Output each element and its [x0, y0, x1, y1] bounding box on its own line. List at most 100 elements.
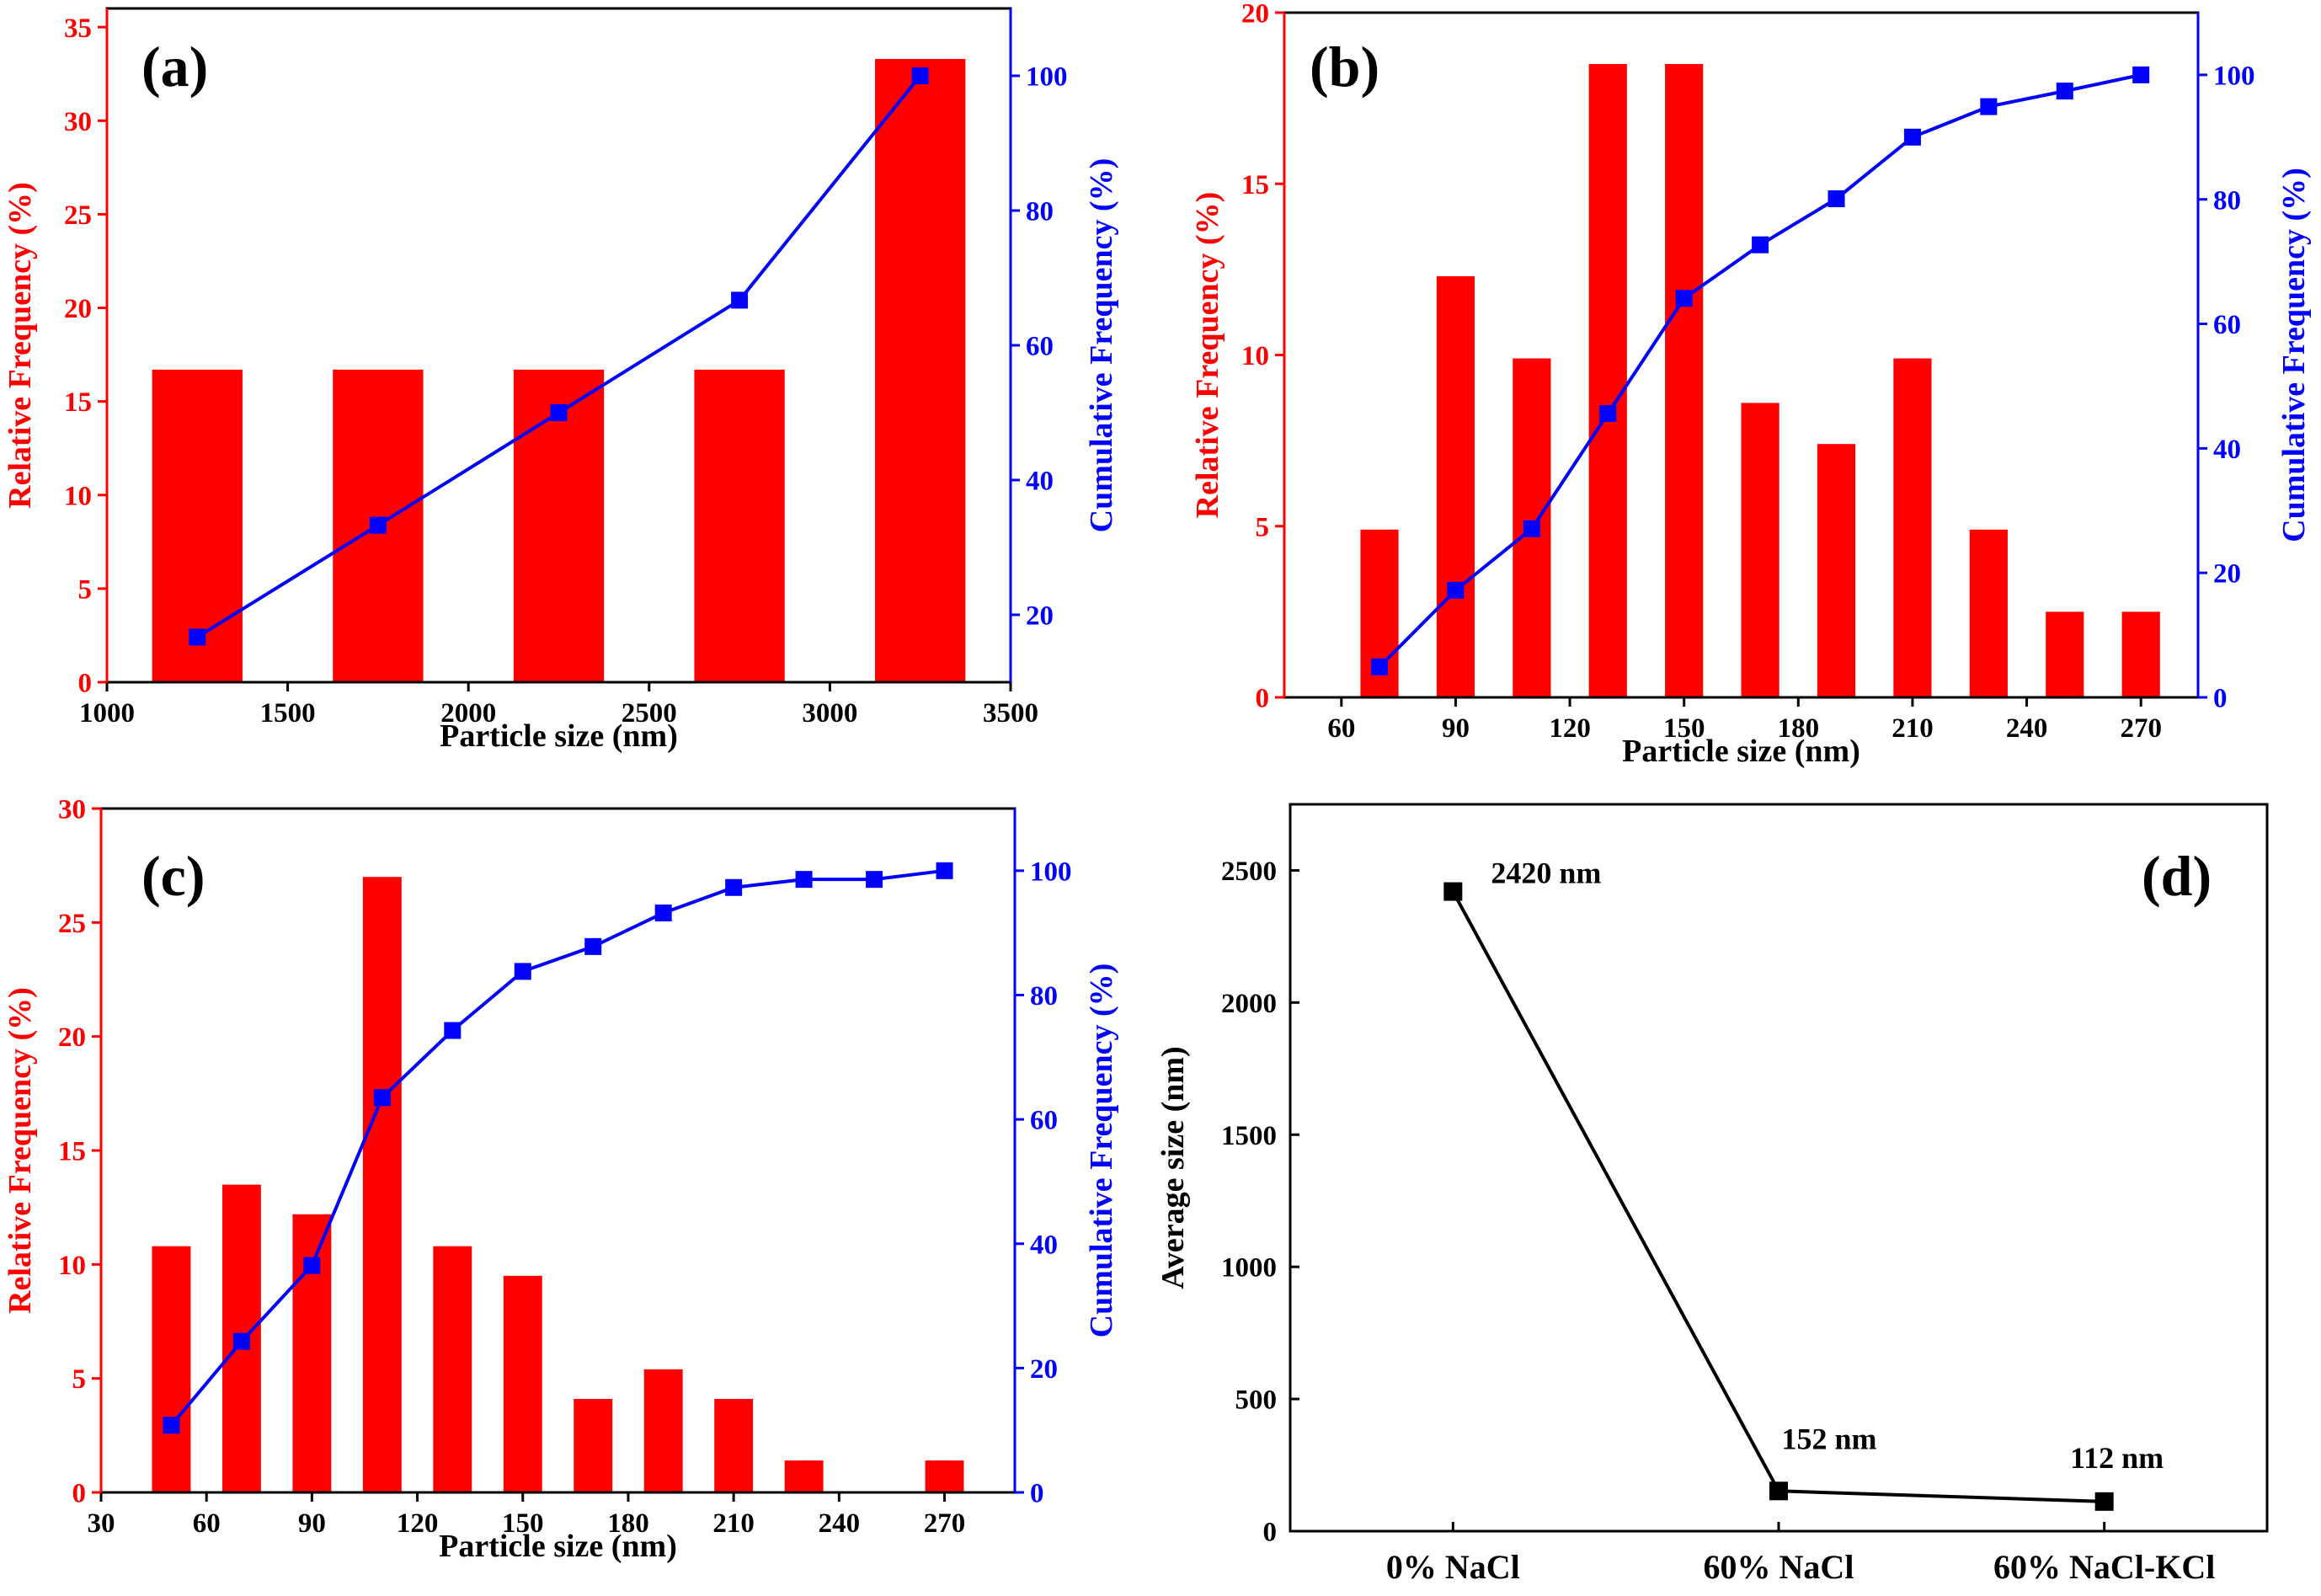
bar: [152, 1246, 191, 1492]
bar: [875, 59, 966, 682]
y2-tick-label: 80: [1026, 197, 1054, 227]
x-axis-label: Particle size (nm): [439, 1529, 677, 1564]
cumulative-marker: [1903, 128, 1921, 146]
x-tick-label: 3000: [802, 698, 857, 729]
cumulative-marker: [654, 905, 672, 922]
cumulative-marker: [731, 291, 749, 309]
y-tick-label: 2500: [1221, 857, 1277, 887]
cumulative-marker: [303, 1257, 321, 1274]
y-tick-label: 0: [78, 669, 93, 699]
cumulative-marker: [866, 871, 883, 889]
x-tick-label: 90: [298, 1508, 326, 1539]
bar: [925, 1460, 964, 1492]
x-tick-label: 210: [1891, 713, 1934, 744]
cumulative-marker: [1752, 236, 1769, 254]
average-size-marker: [2094, 1492, 2114, 1511]
y-tick-label: 10: [64, 481, 92, 511]
cumulative-marker: [1675, 290, 1693, 307]
y-tick-label: 15: [58, 1137, 86, 1167]
bar: [2046, 611, 2084, 697]
cumulative-marker: [584, 937, 602, 955]
x-axis-label: Particle size (nm): [1622, 734, 1860, 769]
y-tick-label: 30: [64, 107, 92, 137]
y-ticks: 0 5 10 15 20 25 30: [58, 795, 101, 1509]
y2-tick-label: 20: [1030, 1354, 1058, 1385]
x-tick-label: 270: [924, 1508, 966, 1539]
y2-ticks: 0 20 40 60 80 100: [2198, 61, 2255, 714]
x-tick-label: 240: [819, 1508, 861, 1539]
point-label: 152 nm: [1781, 1422, 1876, 1455]
y2-tick-label: 40: [1030, 1230, 1058, 1260]
x-ticks: 60 90 120 150 180 210 240 270: [1327, 697, 2162, 744]
bar: [643, 1369, 683, 1492]
y-tick-label: 25: [64, 200, 92, 231]
y-tick-label: 5: [1256, 512, 1270, 542]
cumulative-marker: [444, 1022, 462, 1039]
y2-tick-label: 40: [2213, 435, 2241, 465]
x-ticks: 0% NaCl 60% NaCl 60% NaCl-KCl: [1386, 1522, 2215, 1586]
x-tick-label: 2500: [622, 698, 677, 729]
x-tick-label: 60: [193, 1508, 221, 1539]
cumulative-markers: [163, 862, 953, 1434]
y-tick-label: 0: [1263, 1518, 1278, 1548]
cumulative-marker: [2056, 83, 2073, 100]
panel-b-label: (b): [1310, 35, 1379, 99]
cumulative-marker: [189, 628, 206, 646]
x-ticks: 1000 1500 2000 2500 3000 3500: [79, 682, 1038, 729]
bars: [152, 877, 964, 1492]
y-axis-label: Relative Frequency (%): [3, 987, 38, 1314]
cumulative-marker: [1523, 520, 1540, 537]
cumulative-marker: [232, 1332, 250, 1350]
cumulative-marker: [514, 963, 531, 980]
cumulative-marker: [1980, 98, 1998, 115]
bar: [784, 1460, 824, 1492]
x-tick-label: 180: [607, 1508, 649, 1539]
cumulative-marker: [1827, 189, 1845, 207]
y-tick-label: 20: [1241, 0, 1269, 29]
bar: [1741, 403, 1779, 697]
bar: [433, 1246, 472, 1492]
y-tick-label: 1000: [1221, 1253, 1277, 1284]
y-tick-label: 15: [64, 387, 92, 418]
average-size-marker: [1769, 1481, 1788, 1501]
plot-frame: [1289, 803, 2269, 1533]
y-axis-label: Relative Frequency (%): [1190, 192, 1225, 519]
y2-tick-label: 60: [2213, 310, 2241, 340]
y-ticks: 0 500 1000 1500 2000 2500: [1221, 857, 1299, 1548]
cumulative-marker: [1447, 581, 1465, 599]
cumulative-marker: [550, 404, 568, 421]
panel-b: (b) 60 90 120 150 180 210 240 270 0 5 10 15 20 0 20 40 6…: [1190, 0, 2312, 769]
y-tick-label: 0: [1256, 684, 1270, 714]
y-tick-label: 15: [1241, 170, 1269, 200]
cumulative-marker: [936, 862, 953, 879]
y2-tick-label: 60: [1026, 332, 1054, 362]
bar: [694, 369, 785, 682]
y-tick-label: 10: [1241, 341, 1269, 371]
bar: [1817, 444, 1856, 697]
cumulative-marker: [1371, 658, 1389, 675]
x-tick-label: 90: [1442, 713, 1470, 744]
y-tick-label: 2000: [1221, 989, 1277, 1019]
y2-axis-label: Cumulative Frequency (%): [2276, 168, 2312, 542]
y-tick-label: 1500: [1221, 1121, 1277, 1151]
x-tick-label: 3500: [983, 698, 1038, 729]
bar: [2121, 611, 2160, 697]
point-labels: 2420 nm 152 nm 112 nm: [1491, 857, 2164, 1475]
panel-c: (c) 30 60 90 120 150 180 210 240 270 0 5 10 15 20 25 30…: [3, 795, 1119, 1564]
y2-tick-label: 80: [2213, 185, 2241, 216]
x-tick-label: 150: [1663, 713, 1705, 744]
bar: [1969, 529, 2008, 697]
y2-tick-label: 20: [1026, 601, 1054, 632]
y-tick-label: 20: [58, 1022, 86, 1053]
bar: [513, 369, 605, 682]
cumulative-markers: [1371, 66, 2150, 675]
y-axis-label: Relative Frequency (%): [3, 182, 38, 509]
y2-axis-label: Cumulative Frequency (%): [1084, 158, 1119, 533]
y2-tick-label: 60: [1030, 1106, 1058, 1136]
y2-axis-label: Cumulative Frequency (%): [1084, 963, 1119, 1338]
cumulative-markers: [189, 67, 929, 646]
y2-ticks: 0 20 40 60 80 100: [1015, 857, 1072, 1509]
y-tick-label: 0: [72, 1479, 87, 1509]
average-size-line: [1451, 890, 2105, 1503]
y-axis-label: Average size (nm): [1155, 1046, 1191, 1289]
